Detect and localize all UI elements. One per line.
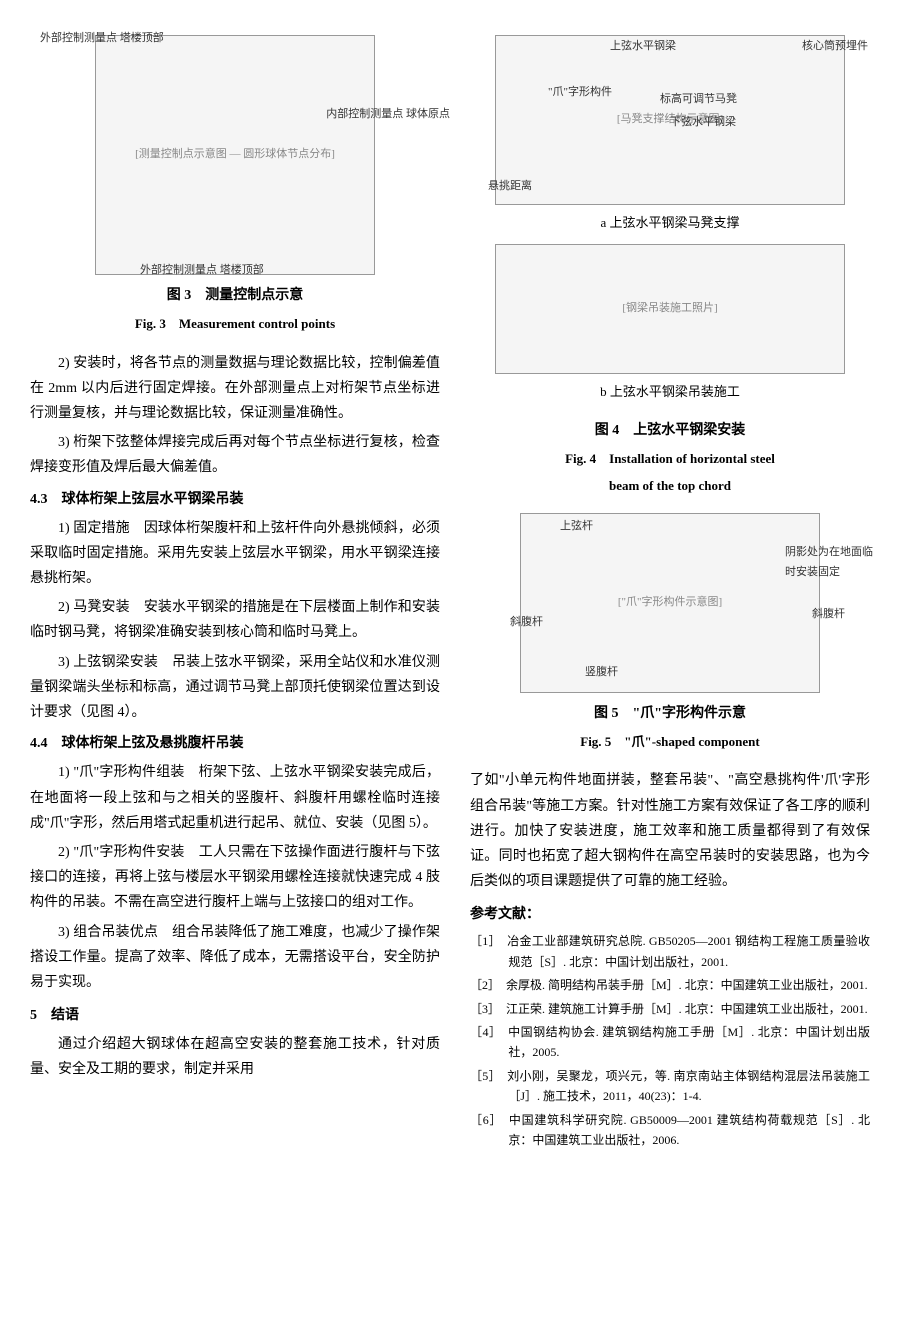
fig4b-image: [钢梁吊装施工照片] bbox=[495, 244, 845, 374]
para-install-2: 2) 安装时，将各节点的测量数据与理论数据比较，控制偏差值在 2mm 以内后进行… bbox=[30, 351, 440, 427]
fig3-image: [测量控制点示意图 — 圆形球体节点分布] bbox=[95, 35, 375, 275]
fig3-caption-en: Fig. 3 Measurement control points bbox=[30, 312, 440, 335]
figure-4: [马凳支撑结构示意图] 上弦水平钢梁 核心筒预埋件 "爪"字形构件 标高可调节马… bbox=[470, 35, 870, 498]
fig5-label-1: 上弦杆 bbox=[560, 517, 593, 537]
fig4-caption-cn: 图 4 上弦水平钢梁安装 bbox=[470, 418, 870, 443]
fig4-caption-en-1: Fig. 4 Installation of horizontal steel bbox=[470, 447, 870, 470]
fig4a-label-2: 核心筒预埋件 bbox=[802, 37, 868, 57]
fig4a-label-3: "爪"字形构件 bbox=[548, 83, 612, 103]
fig4a-label-1: 上弦水平钢梁 bbox=[610, 37, 676, 57]
fig5-label-2: 阴影处为在地面临时安装固定 bbox=[785, 543, 875, 583]
fig4a-label-6: 悬挑距离 bbox=[488, 177, 532, 197]
fig3-annot-top: 外部控制测量点 塔楼顶部 bbox=[40, 29, 164, 49]
fig3-placeholder-text: [测量控制点示意图 — 圆形球体节点分布] bbox=[135, 145, 335, 165]
heading-5: 5 结语 bbox=[30, 1003, 440, 1028]
para-44-1: 1) "爪"字形构件组装 桁架下弦、上弦水平钢梁安装完成后，在地面将一段上弦和与… bbox=[30, 760, 440, 836]
fig5-image: ["爪"字形构件示意图] bbox=[520, 513, 820, 693]
fig3-caption-cn: 图 3 测量控制点示意 bbox=[30, 283, 440, 308]
heading-4-3: 4.3 球体桁架上弦层水平钢梁吊装 bbox=[30, 487, 440, 512]
para-44-3: 3) 组合吊装优点 组合吊装降低了施工难度，也减少了操作架搭设工作量。提高了效率… bbox=[30, 920, 440, 996]
para-43-1: 1) 固定措施 因球体桁架腹杆和上弦杆件向外悬挑倾斜，必须采取临时固定措施。采用… bbox=[30, 516, 440, 592]
fig3-annot-right: 内部控制测量点 球体原点 bbox=[326, 105, 450, 125]
ref-2: ［2］ 余厚极. 简明结构吊装手册［M］. 北京：中国建筑工业出版社，2001. bbox=[470, 975, 870, 995]
fig4b-placeholder-text: [钢梁吊装施工照片] bbox=[622, 299, 717, 319]
ref-1: ［1］ 冶金工业部建筑研究总院. GB50205—2001 钢结构工程施工质量验… bbox=[470, 931, 870, 972]
ref-6: ［6］ 中国建筑科学研究院. GB50009—2001 建筑结构荷载规范［S］.… bbox=[470, 1110, 870, 1151]
para-43-2: 2) 马凳安装 安装水平钢梁的措施是在下层楼面上制作和安装临时钢马凳，将钢梁准确… bbox=[30, 595, 440, 645]
figure-5: ["爪"字形构件示意图] 上弦杆 阴影处为在地面临时安装固定 斜腹杆 斜腹杆 竖… bbox=[470, 513, 870, 754]
references-heading: 参考文献： bbox=[470, 902, 870, 927]
para-5: 通过介绍超大钢球体在超高空安装的整套施工技术，针对质量、安全及工期的要求，制定并… bbox=[30, 1032, 440, 1082]
ref-3: ［3］ 江正荣. 建筑施工计算手册［M］. 北京：中国建筑工业出版社，2001. bbox=[470, 999, 870, 1019]
figure-3: [测量控制点示意图 — 圆形球体节点分布] 外部控制测量点 塔楼顶部 内部控制测… bbox=[30, 35, 440, 336]
para-44-2: 2) "爪"字形构件安装 工人只需在下弦操作面进行腹杆与下弦接口的连接，再将上弦… bbox=[30, 840, 440, 916]
fig5-label-5: 竖腹杆 bbox=[585, 663, 618, 683]
ref-5: ［5］ 刘小刚，吴聚龙，项兴元，等. 南京南站主体钢结构混层法吊装施工［J］. … bbox=[470, 1066, 870, 1107]
fig3-annot-bottom: 外部控制测量点 塔楼顶部 bbox=[140, 261, 264, 281]
heading-4-4: 4.4 球体桁架上弦及悬挑腹杆吊装 bbox=[30, 731, 440, 756]
fig5-label-4: 斜腹杆 bbox=[812, 605, 845, 625]
fig5-caption-cn: 图 5 "爪"字形构件示意 bbox=[470, 701, 870, 726]
para-continuation: 了如"小单元构件地面拼装，整套吊装"、"高空悬挑构件'爪'字形组合吊装"等施工方… bbox=[470, 768, 870, 894]
fig4a-label-4: 标高可调节马凳 bbox=[660, 90, 737, 110]
fig5-caption-en: Fig. 5 "爪"-shaped component bbox=[470, 730, 870, 753]
fig5-label-3: 斜腹杆 bbox=[510, 613, 543, 633]
fig4b-subcaption: b 上弦水平钢梁吊装施工 bbox=[470, 380, 870, 403]
para-43-3: 3) 上弦钢梁安装 吊装上弦水平钢梁，采用全站仪和水准仪测量钢梁端头坐标和标高，… bbox=[30, 650, 440, 726]
fig5-placeholder-text: ["爪"字形构件示意图] bbox=[618, 593, 722, 613]
fig4a-label-5: 下弦水平钢梁 bbox=[670, 113, 736, 133]
fig4-caption-en-2: beam of the top chord bbox=[470, 474, 870, 497]
fig4a-subcaption: a 上弦水平钢梁马凳支撑 bbox=[470, 211, 870, 234]
para-install-3: 3) 桁架下弦整体焊接完成后再对每个节点坐标进行复核，检查焊接变形值及焊后最大偏… bbox=[30, 430, 440, 480]
ref-4: ［4］ 中国钢结构协会. 建筑钢结构施工手册［M］. 北京：中国计划出版社，20… bbox=[470, 1022, 870, 1063]
